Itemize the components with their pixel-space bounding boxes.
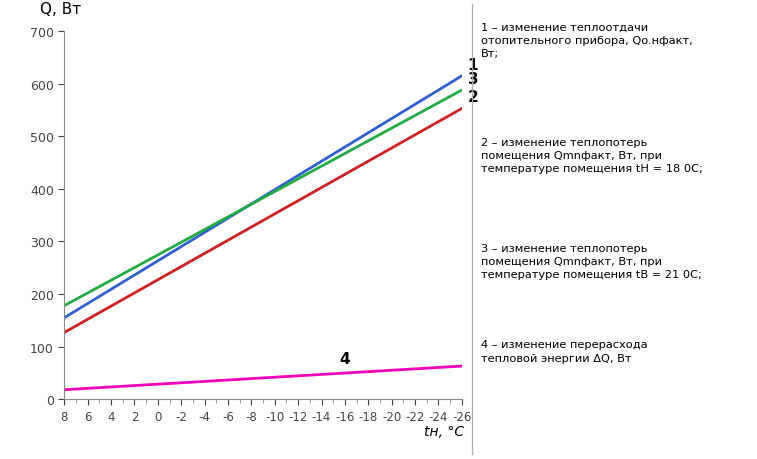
Text: 3 – изменение теплопотерь
помещения Qmnфакт, Вт, при
температуре помещения tB = : 3 – изменение теплопотерь помещения Qmnф…	[481, 243, 702, 280]
Text: 2 – изменение теплопотерь
помещения Qmnфакт, Вт, при
температуре помещения tH = : 2 – изменение теплопотерь помещения Qmnф…	[481, 138, 702, 174]
Text: tн, °C: tн, °C	[424, 425, 464, 438]
Text: 3: 3	[468, 72, 478, 87]
Text: 4 – изменение перерасхода
тепловой энергии ΔQ, Вт: 4 – изменение перерасхода тепловой энерг…	[481, 340, 647, 363]
Text: 4: 4	[340, 351, 350, 366]
Text: 1: 1	[468, 57, 478, 73]
Text: Q, Вт: Q, Вт	[41, 2, 82, 17]
Text: 1 – изменение теплоотдачи
отопительного прибора, Qo.нфакт,
Вт;: 1 – изменение теплоотдачи отопительного …	[481, 23, 693, 59]
Text: 2: 2	[468, 90, 478, 105]
